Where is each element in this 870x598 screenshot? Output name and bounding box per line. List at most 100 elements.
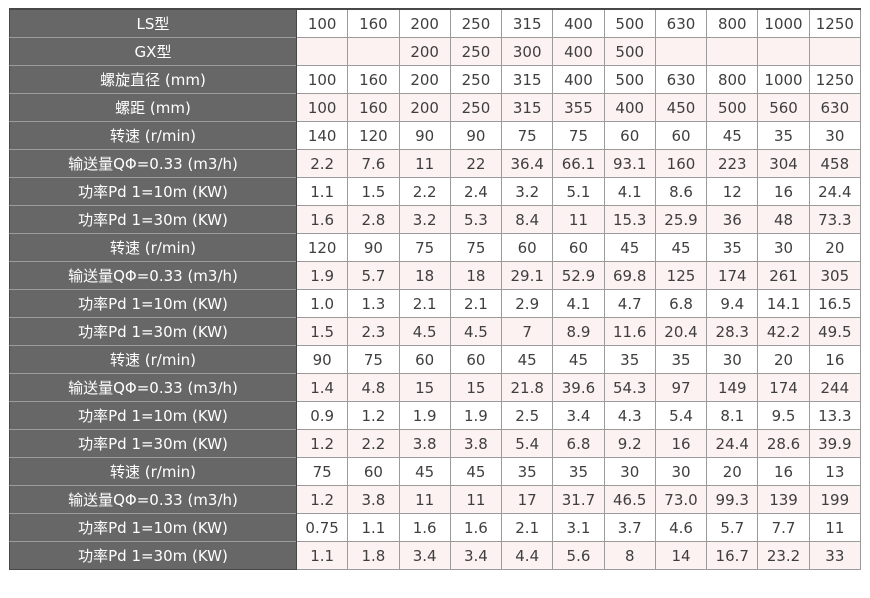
table-cell: 304 (757, 149, 810, 178)
table-cell: 250 (449, 93, 503, 122)
table-cell: 2.4 (449, 177, 503, 206)
table-cell: 1.0 (295, 289, 349, 318)
table-cell: 29.1 (501, 261, 554, 290)
table-cell: 45 (552, 345, 605, 374)
table-cell: 4.6 (654, 513, 708, 542)
table-cell: 400 (552, 8, 605, 38)
table-cell: 11 (808, 513, 862, 542)
table-cell: 0.9 (295, 401, 349, 430)
table-row: 功率Pd 1=10m (KW) 0.75 1.1 1.6 1.6 2.1 3.1 3.7 4.6… (9, 513, 862, 542)
table-cell: 1.9 (398, 401, 451, 430)
table-cell: 46.5 (603, 485, 656, 514)
table-cell: 8.6 (654, 177, 708, 206)
table-row: 输送量QΦ=0.33 (m3/h) 2.2 7.6 11 22 36.4 66.1 93.1 1… (9, 149, 862, 178)
table-cell: 400 (603, 93, 656, 122)
table-cell: 2.3 (347, 317, 400, 346)
table-cell: 500 (603, 37, 656, 66)
table-cell: 2.2 (398, 177, 451, 206)
table-cell: 12 (706, 177, 759, 206)
table-cell: 160 (347, 93, 400, 122)
table-cell: 18 (449, 261, 503, 290)
table-cell: 66.1 (552, 149, 605, 178)
table-cell: 8.4 (501, 205, 554, 234)
table-cell: 45 (501, 345, 554, 374)
table-cell: 4.1 (603, 177, 656, 206)
table-cell (757, 37, 810, 66)
table-cell: 16 (757, 457, 810, 486)
table-cell (654, 37, 708, 66)
table-cell: 2.5 (501, 401, 554, 430)
table-cell: 300 (501, 37, 554, 66)
table-cell: 1.3 (347, 289, 400, 318)
table-cell: 60 (603, 121, 656, 150)
table-cell: 5.7 (347, 261, 400, 290)
table-row: 转速 (r/min) 120 90 75 75 60 60 45 45 35 30 20 (9, 233, 862, 262)
table-cell: 5.4 (654, 401, 708, 430)
table-cell: 100 (295, 8, 349, 38)
table-cell: 16 (654, 429, 708, 458)
table-cell: 3.8 (449, 429, 503, 458)
table-row: LS型 100 160 200 250 315 400 500 630 800 1000 1250 (9, 8, 862, 38)
table-cell: 1.5 (347, 177, 400, 206)
table-cell: 45 (398, 457, 451, 486)
table-cell: 69.8 (603, 261, 656, 290)
table-row: 功率Pd 1=10m (KW) 0.9 1.2 1.9 1.9 2.5 3.4 4.3 5.4 8… (9, 401, 862, 430)
table-cell: 4.3 (603, 401, 656, 430)
table-cell: 1.4 (295, 373, 349, 402)
table-row: 功率Pd 1=30m (KW) 1.6 2.8 3.2 5.3 8.4 11 15.3 25.9… (9, 205, 862, 234)
row-label: 功率Pd 1=10m (KW) (9, 289, 297, 318)
table-cell: 35 (654, 345, 708, 374)
table-cell: 33 (808, 541, 862, 570)
table-row: 功率Pd 1=30m (KW) 1.2 2.2 3.8 3.8 5.4 6.8 9.2 16 24… (9, 429, 862, 458)
table-cell: 30 (808, 121, 862, 150)
table-cell: 458 (808, 149, 862, 178)
table-row: 功率Pd 1=10m (KW) 1.1 1.5 2.2 2.4 3.2 5.1 4.1 8.6 1… (9, 177, 862, 206)
row-label: 螺距 (mm) (9, 93, 297, 122)
table-cell: 31.7 (552, 485, 605, 514)
table-cell: 1.9 (295, 261, 349, 290)
table-cell: 60 (552, 233, 605, 262)
table-cell: 48 (757, 205, 810, 234)
table-cell: 75 (501, 121, 554, 150)
table-cell: 15 (449, 373, 503, 402)
table-cell: 250 (449, 65, 503, 94)
table-cell: 20 (808, 233, 862, 262)
table-cell: 160 (347, 65, 400, 94)
table-cell: 120 (295, 233, 349, 262)
table-cell: 1.1 (347, 513, 400, 542)
table-cell: 5.4 (501, 429, 554, 458)
table-cell (706, 37, 759, 66)
table-cell: 200 (398, 37, 451, 66)
table-cell: 3.7 (603, 513, 656, 542)
table-cell: 3.8 (398, 429, 451, 458)
table-cell: 1.1 (295, 177, 349, 206)
table-cell: 315 (501, 65, 554, 94)
table-cell: 9.2 (603, 429, 656, 458)
row-label: 功率Pd 1=30m (KW) (9, 429, 297, 458)
table-cell: 1.2 (295, 429, 349, 458)
table-cell: 500 (603, 8, 656, 38)
table-cell: 35 (501, 457, 554, 486)
table-row: 螺距 (mm) 100 160 200 250 315 355 400 450 500 560 630 (9, 93, 862, 122)
table-cell: 800 (706, 65, 759, 94)
table-cell: 223 (706, 149, 759, 178)
table-cell: 45 (654, 233, 708, 262)
table-cell: 30 (757, 233, 810, 262)
table-cell: 1.6 (295, 205, 349, 234)
table-cell: 15.3 (603, 205, 656, 234)
table-cell: 200 (398, 8, 451, 38)
table-cell: 100 (295, 93, 349, 122)
table-cell: 90 (398, 121, 451, 150)
spec-table: LS型 100 160 200 250 315 400 500 630 800 1000 1250 GX… (9, 8, 862, 570)
table-cell: 3.4 (449, 541, 503, 570)
table-cell: 36 (706, 205, 759, 234)
table-cell: 2.2 (295, 149, 349, 178)
table-cell: 2.9 (501, 289, 554, 318)
row-label: 功率Pd 1=30m (KW) (9, 541, 297, 570)
table-row: 功率Pd 1=30m (KW) 1.5 2.3 4.5 4.5 7 8.9 11.6 20.4 2… (9, 317, 862, 346)
table-cell: 630 (808, 93, 862, 122)
table-row: 螺旋直径 (mm) 100 160 200 250 315 400 500 630 800 1000… (9, 65, 862, 94)
table-cell: 42.2 (757, 317, 810, 346)
table-cell: 99.3 (706, 485, 759, 514)
table-cell: 6.8 (552, 429, 605, 458)
